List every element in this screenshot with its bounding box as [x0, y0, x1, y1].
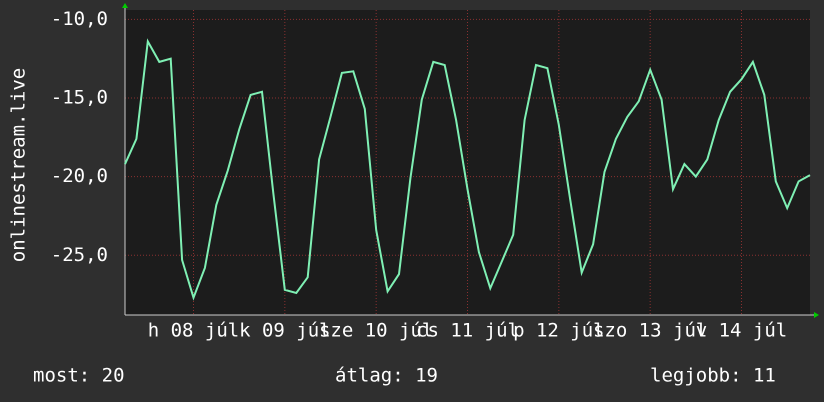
x-tick-label: p 12 júl: [513, 320, 605, 342]
data-line: [124, 38, 811, 301]
x-tick-label: h 08 júl: [148, 320, 240, 342]
y-tick-label: -10,0: [51, 8, 108, 30]
x-tick-label: v 14 júl: [696, 320, 788, 342]
y-tick-label: -25,0: [51, 244, 108, 266]
y-axis-label: onlinestream.live: [8, 68, 30, 262]
x-tick-label: sze 10 júl: [319, 320, 433, 342]
footer-best: legjobb: 11: [650, 365, 776, 387]
x-axis-arrow: [814, 312, 819, 318]
y-tick-label: -15,0: [51, 87, 108, 109]
y-tick-label: -20,0: [51, 165, 108, 187]
x-tick-label: szo 13 júl: [593, 320, 707, 342]
footer-average: átlag: 19: [335, 365, 438, 387]
x-tick-label: cs 11 júl: [416, 320, 519, 342]
plot-area: [125, 10, 810, 315]
x-tick-label: k 09 júl: [239, 320, 331, 342]
footer-current: most: 20: [33, 365, 125, 387]
y-axis-arrow: [122, 3, 128, 8]
